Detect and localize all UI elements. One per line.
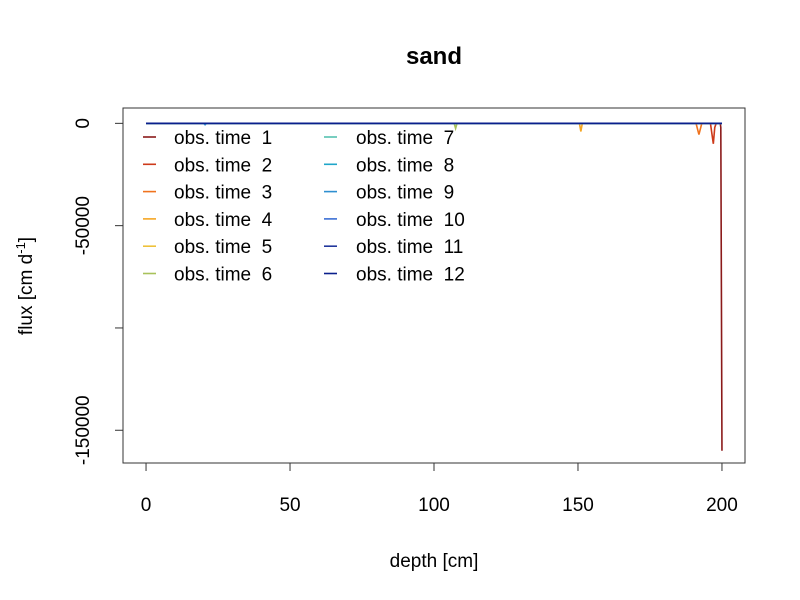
legend-label-8: obs. time 8 [356,155,454,176]
legend-label-2: obs. time 2 [174,155,272,176]
y-tick-label: 0 [73,118,94,129]
y-tick-label: -50000 [73,196,94,255]
y-axis: 0 -50000 -150000 [73,118,124,465]
series-layer [146,122,723,451]
legend-label-3: obs. time 3 [174,183,272,204]
legend-label-10: obs. time 10 [356,210,465,231]
legend-label-5: obs. time 5 [174,237,272,258]
x-tick-label: 50 [279,495,300,516]
y-axis-label-main: flux [cm d [16,254,37,335]
y-axis-label-sup: -1 [13,242,28,254]
x-tick-label: 100 [418,495,450,516]
legend: obs. time 1 obs. time 2 obs. time 3 obs. ti… [143,128,465,286]
legend-label-6: obs. time 6 [174,265,272,286]
legend-label-12: obs. time 12 [356,265,465,286]
y-tick-label: -150000 [73,395,94,465]
chart-title: sand [406,43,462,70]
x-axis-label: depth [cm] [390,551,479,572]
x-tick-label: 0 [141,495,152,516]
legend-label-11: obs. time 11 [356,237,463,258]
legend-label-9: obs. time 9 [356,183,454,204]
x-tick-label: 200 [706,495,738,516]
y-axis-label: flux [cm d-1] [13,237,37,335]
legend-label-4: obs. time 4 [174,210,273,231]
x-tick-label: 150 [562,495,594,516]
x-axis: 0 50 100 150 200 [141,462,738,516]
y-axis-label-tail: ] [16,237,37,242]
legend-label-7: obs. time 7 [356,128,454,149]
legend-label-1: obs. time 1 [174,128,272,149]
